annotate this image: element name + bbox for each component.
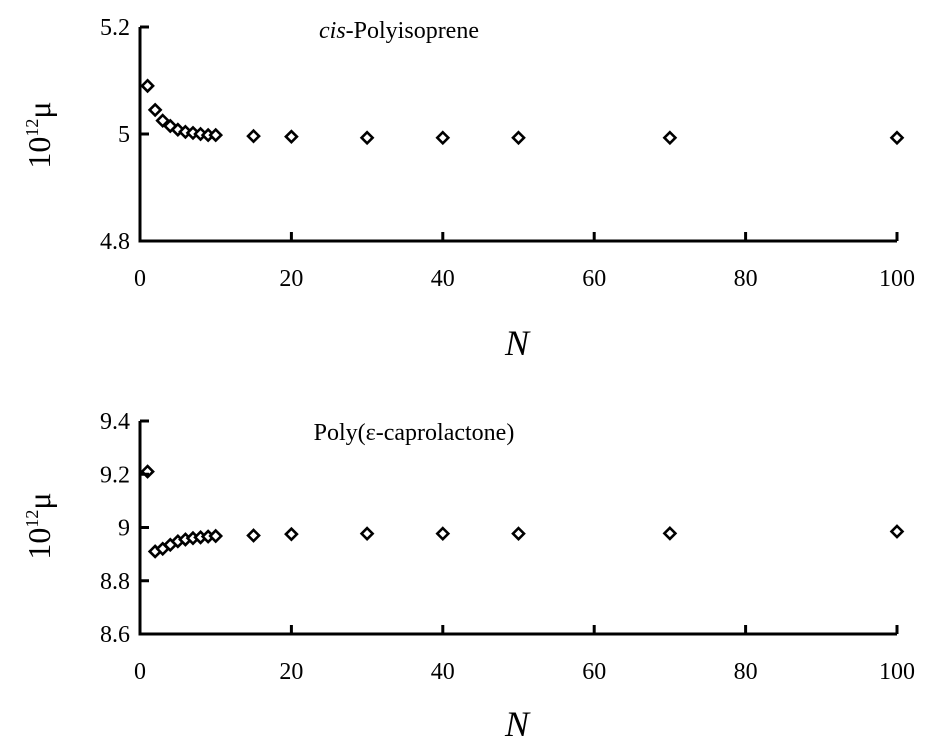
data-point bbox=[359, 526, 375, 541]
y-tick-label: 5 bbox=[118, 122, 130, 148]
data-point bbox=[435, 130, 451, 146]
x-tick-label: 80 bbox=[734, 659, 758, 685]
x-tick-label: 0 bbox=[134, 659, 146, 685]
x-tick-label: 60 bbox=[582, 266, 606, 292]
data-point bbox=[155, 113, 171, 128]
data-point bbox=[246, 128, 261, 144]
panel-title: cis-Polyisoprene bbox=[319, 18, 479, 44]
y-tick-label: 8.6 bbox=[100, 622, 130, 648]
x-tick-label: 20 bbox=[279, 266, 303, 292]
data-points bbox=[140, 78, 905, 146]
y-axis-label: 1012μ bbox=[21, 492, 57, 559]
y-tick-label: 5.2 bbox=[100, 15, 130, 41]
tick-labels: 8.6 8.8 9 9.2 9.4 0 20 40 60 80 100 bbox=[100, 409, 915, 685]
data-point bbox=[246, 528, 261, 543]
data-point bbox=[662, 526, 678, 541]
x-tick-label: 100 bbox=[879, 266, 915, 292]
data-point bbox=[284, 526, 299, 542]
data-point bbox=[511, 130, 526, 146]
x-tick-label: 80 bbox=[734, 266, 758, 292]
y-tick-label: 4.8 bbox=[100, 229, 130, 255]
data-points bbox=[140, 464, 905, 559]
panel-poly-caprolactone: 8.6 8.8 9 9.2 9.4 0 20 40 60 80 100 Poly(ε-caprola… bbox=[21, 409, 915, 744]
data-point bbox=[147, 102, 163, 118]
x-tick-label: 20 bbox=[279, 659, 303, 685]
axes bbox=[138, 25, 899, 243]
data-point bbox=[889, 524, 905, 539]
data-point bbox=[162, 118, 178, 134]
axes bbox=[138, 419, 899, 636]
y-tick-label: 8.8 bbox=[100, 569, 130, 595]
panel-cis-polyisoprene: 4.8 5 5.2 0 20 40 60 80 100 cis-Polyisoprene N 1… bbox=[21, 15, 915, 363]
y-tick-label: 9.4 bbox=[100, 409, 130, 435]
data-point bbox=[359, 130, 375, 146]
x-tick-label: 40 bbox=[431, 266, 455, 292]
data-point bbox=[511, 526, 526, 541]
data-point bbox=[140, 78, 155, 94]
data-point bbox=[662, 130, 678, 146]
data-point bbox=[435, 526, 451, 541]
data-point bbox=[889, 130, 905, 146]
y-axis-label: 1012μ bbox=[21, 101, 57, 168]
panel-title: Poly(ε-caprolactone) bbox=[314, 420, 515, 446]
y-tick-label: 9 bbox=[118, 516, 130, 542]
x-axis-label: N bbox=[504, 704, 531, 744]
data-point bbox=[284, 129, 299, 145]
tick-labels: 4.8 5 5.2 0 20 40 60 80 100 bbox=[100, 15, 915, 292]
x-tick-label: 60 bbox=[582, 659, 606, 685]
x-axis-label: N bbox=[504, 323, 531, 363]
x-tick-label: 100 bbox=[879, 659, 915, 685]
x-tick-label: 0 bbox=[134, 266, 146, 292]
x-tick-label: 40 bbox=[431, 659, 455, 685]
y-tick-label: 9.2 bbox=[100, 462, 130, 488]
data-point bbox=[208, 528, 224, 544]
data-point bbox=[208, 127, 224, 143]
